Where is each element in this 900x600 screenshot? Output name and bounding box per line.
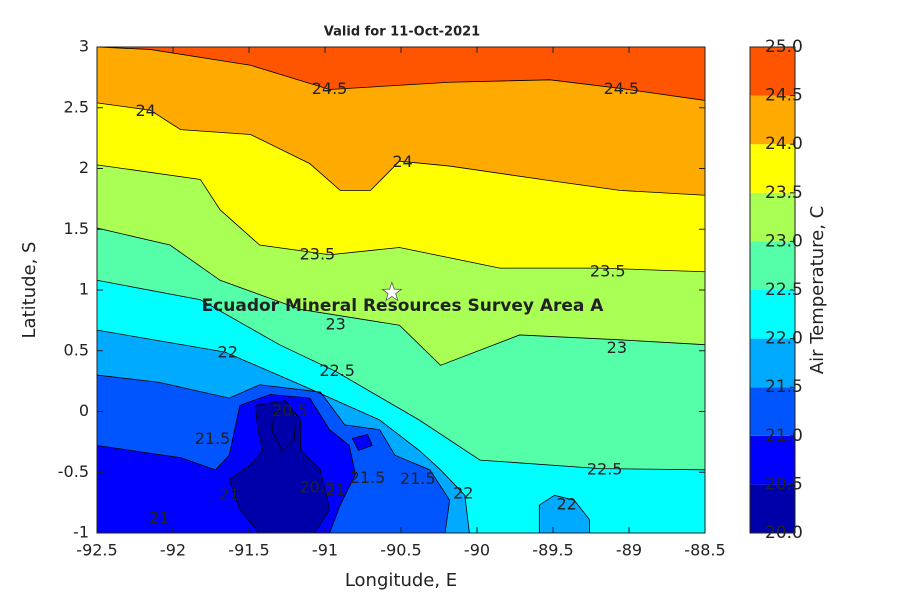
contour-band xyxy=(229,400,330,533)
contour-label: 21.5 xyxy=(400,469,436,488)
y-tick-label: 0 xyxy=(79,401,89,420)
colorbar-segment xyxy=(750,338,795,388)
contour-label: 20.5 xyxy=(272,401,308,420)
contour-label: 22 xyxy=(453,484,473,503)
x-axis-label: Longitude, E xyxy=(345,570,457,591)
x-tick-label: -92.5 xyxy=(76,541,117,560)
y-tick-label: 3 xyxy=(79,37,89,56)
y-tick-label: 2 xyxy=(79,158,89,177)
y-axis-label: Latitude, S xyxy=(19,242,40,339)
colorbar-tick-label: 25.0 xyxy=(765,37,803,57)
colorbar-segment xyxy=(750,241,795,290)
contour-line xyxy=(271,411,296,453)
contour-label: 23.5 xyxy=(300,244,336,263)
colorbar-tick-label: 24.5 xyxy=(765,86,803,106)
contour-label: 24 xyxy=(135,101,155,120)
colorbar-tick-label: 21.0 xyxy=(765,426,803,446)
colorbar-segment xyxy=(750,47,795,96)
y-tick-label: 2.5 xyxy=(64,97,89,116)
contour-line xyxy=(97,279,705,471)
marker-star xyxy=(381,281,403,302)
colorbar-segment xyxy=(750,290,795,339)
contour-line xyxy=(538,494,590,533)
colorbar-segment xyxy=(750,435,795,485)
contour-line xyxy=(97,47,705,101)
y-tick-label: 1.5 xyxy=(64,219,89,238)
contour-label: 22 xyxy=(218,343,238,362)
x-tick-label: -90 xyxy=(464,541,490,560)
colorbar-tick-label: 23.0 xyxy=(765,231,803,251)
y-tick-label: -0.5 xyxy=(58,462,89,481)
contour-line xyxy=(97,329,470,533)
x-tick-label: -90.5 xyxy=(380,541,421,560)
contour-line xyxy=(97,164,705,273)
colorbar-tick-label: 23.5 xyxy=(765,183,803,203)
x-tick-label: -89 xyxy=(616,541,642,560)
chart-title: Valid for 11-Oct-2021 xyxy=(324,25,480,40)
contour-label: 22 xyxy=(557,495,577,514)
colorbar-segment xyxy=(750,95,795,145)
contour-label: 21 xyxy=(149,508,169,527)
contour-line xyxy=(97,102,705,196)
contour-label: 21.5 xyxy=(195,429,231,448)
contour-band xyxy=(97,47,705,196)
y-tick-label: -1 xyxy=(73,523,89,542)
contour-line xyxy=(351,434,373,451)
colorbar-tick-label: 22.0 xyxy=(765,329,803,349)
contour-line xyxy=(97,394,356,533)
contour-band xyxy=(97,47,705,101)
contour-line xyxy=(97,227,705,366)
y-tick-label: 1 xyxy=(79,280,89,299)
colorbar-tick-label: 20.5 xyxy=(765,474,803,494)
colorbar-tick-label: 20.0 xyxy=(765,523,803,543)
annotation: Ecuador Mineral Resources Survey Area A xyxy=(202,296,605,316)
contour-label: 21.5 xyxy=(350,468,386,487)
x-tick-label: -88.5 xyxy=(684,541,725,560)
contour-line xyxy=(97,374,451,533)
contour-label: 21 xyxy=(219,485,239,504)
contour-label: 24.5 xyxy=(312,79,348,98)
y-tick-label: 0.5 xyxy=(64,340,89,359)
x-tick-label: -89.5 xyxy=(532,541,573,560)
colorbar-segment xyxy=(750,387,795,436)
colorbar-segment xyxy=(750,144,795,193)
contour-label: 24 xyxy=(392,152,412,171)
colorbar-segment xyxy=(750,192,795,242)
colorbar-tick-label: 24.0 xyxy=(765,134,803,154)
x-tick-label: -91 xyxy=(312,541,338,560)
contour-label: 24.5 xyxy=(604,79,640,98)
contour-label: 23 xyxy=(325,315,345,334)
contour-label: 23 xyxy=(607,338,627,357)
contour-band xyxy=(539,495,590,533)
x-tick-label: -92 xyxy=(160,541,186,560)
colorbar-label: Air Temperature, C xyxy=(807,206,828,374)
contour-band xyxy=(271,411,295,452)
colorbar-segment xyxy=(750,484,795,533)
contour-label: 22.5 xyxy=(319,361,355,380)
colorbar-tick-label: 22.5 xyxy=(765,280,803,300)
colorbar-tick-label: 21.5 xyxy=(765,377,803,397)
contour-line xyxy=(228,400,330,533)
contour-label: 20.5 xyxy=(300,478,336,497)
contour-label: 23.5 xyxy=(590,261,626,280)
contour-label: 22.5 xyxy=(587,459,623,478)
contour-band xyxy=(352,434,373,451)
contour-label: 21 xyxy=(325,480,345,499)
x-tick-label: -91.5 xyxy=(228,541,269,560)
